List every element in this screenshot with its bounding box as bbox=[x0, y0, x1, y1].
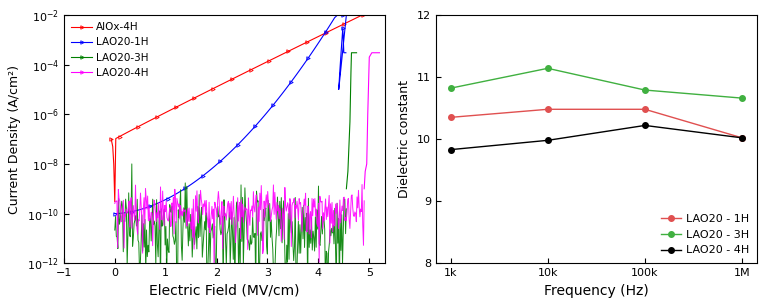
LAO20-1H bbox=[110, 212, 119, 215]
AlOx-4H bbox=[156, 113, 165, 117]
LAO20-1H bbox=[116, 211, 125, 215]
Legend: LAO20 - 1H, LAO20 - 3H, LAO20 - 4H: LAO20 - 1H, LAO20 - 3H, LAO20 - 4H bbox=[659, 212, 751, 258]
Line: LAO20 - 3H: LAO20 - 3H bbox=[448, 65, 745, 101]
LAO20-1H bbox=[184, 185, 193, 188]
LAO20-1H bbox=[259, 114, 269, 118]
AlOx-4H bbox=[254, 64, 263, 68]
LAO20 - 4H bbox=[543, 139, 552, 142]
X-axis label: Frequency (Hz): Frequency (Hz) bbox=[544, 284, 649, 298]
AlOx-4H bbox=[347, 18, 356, 22]
LAO20 - 1H bbox=[543, 107, 552, 111]
LAO20 - 4H bbox=[446, 148, 455, 151]
AlOx-4H bbox=[106, 137, 116, 141]
AlOx-4H bbox=[110, 200, 119, 203]
Y-axis label: Current Density (A/cm²): Current Density (A/cm²) bbox=[8, 65, 21, 214]
LAO20-1H bbox=[341, 51, 350, 54]
AlOx-4H bbox=[369, 7, 379, 11]
AlOx-4H bbox=[190, 96, 199, 100]
LAO20 - 1H bbox=[640, 107, 649, 111]
Line: LAO20 - 1H: LAO20 - 1H bbox=[448, 106, 745, 141]
LAO20 - 4H bbox=[640, 124, 649, 127]
Y-axis label: Dielectric constant: Dielectric constant bbox=[399, 80, 412, 198]
LAO20 - 3H bbox=[543, 66, 552, 70]
Line: AlOx-4H: AlOx-4H bbox=[109, 7, 376, 203]
LAO20-1H bbox=[236, 140, 246, 144]
LAO20-1H bbox=[336, 55, 345, 59]
Legend: AlOx-4H, LAO20-1H, LAO20-3H, LAO20-4H: AlOx-4H, LAO20-1H, LAO20-3H, LAO20-4H bbox=[69, 20, 151, 80]
LAO20 - 1H bbox=[737, 136, 747, 140]
LAO20 - 3H bbox=[640, 88, 649, 92]
LAO20 - 3H bbox=[737, 96, 747, 100]
LAO20 - 4H bbox=[737, 136, 747, 140]
Line: LAO20 - 4H: LAO20 - 4H bbox=[448, 123, 745, 152]
AlOx-4H bbox=[250, 66, 259, 70]
Line: LAO20-1H: LAO20-1H bbox=[113, 13, 348, 215]
LAO20-1H bbox=[181, 187, 190, 190]
X-axis label: Electric Field (MV/cm): Electric Field (MV/cm) bbox=[149, 284, 299, 298]
LAO20-1H bbox=[333, 13, 342, 17]
LAO20 - 3H bbox=[446, 86, 455, 90]
AlOx-4H bbox=[160, 111, 169, 115]
LAO20 - 1H bbox=[446, 116, 455, 119]
